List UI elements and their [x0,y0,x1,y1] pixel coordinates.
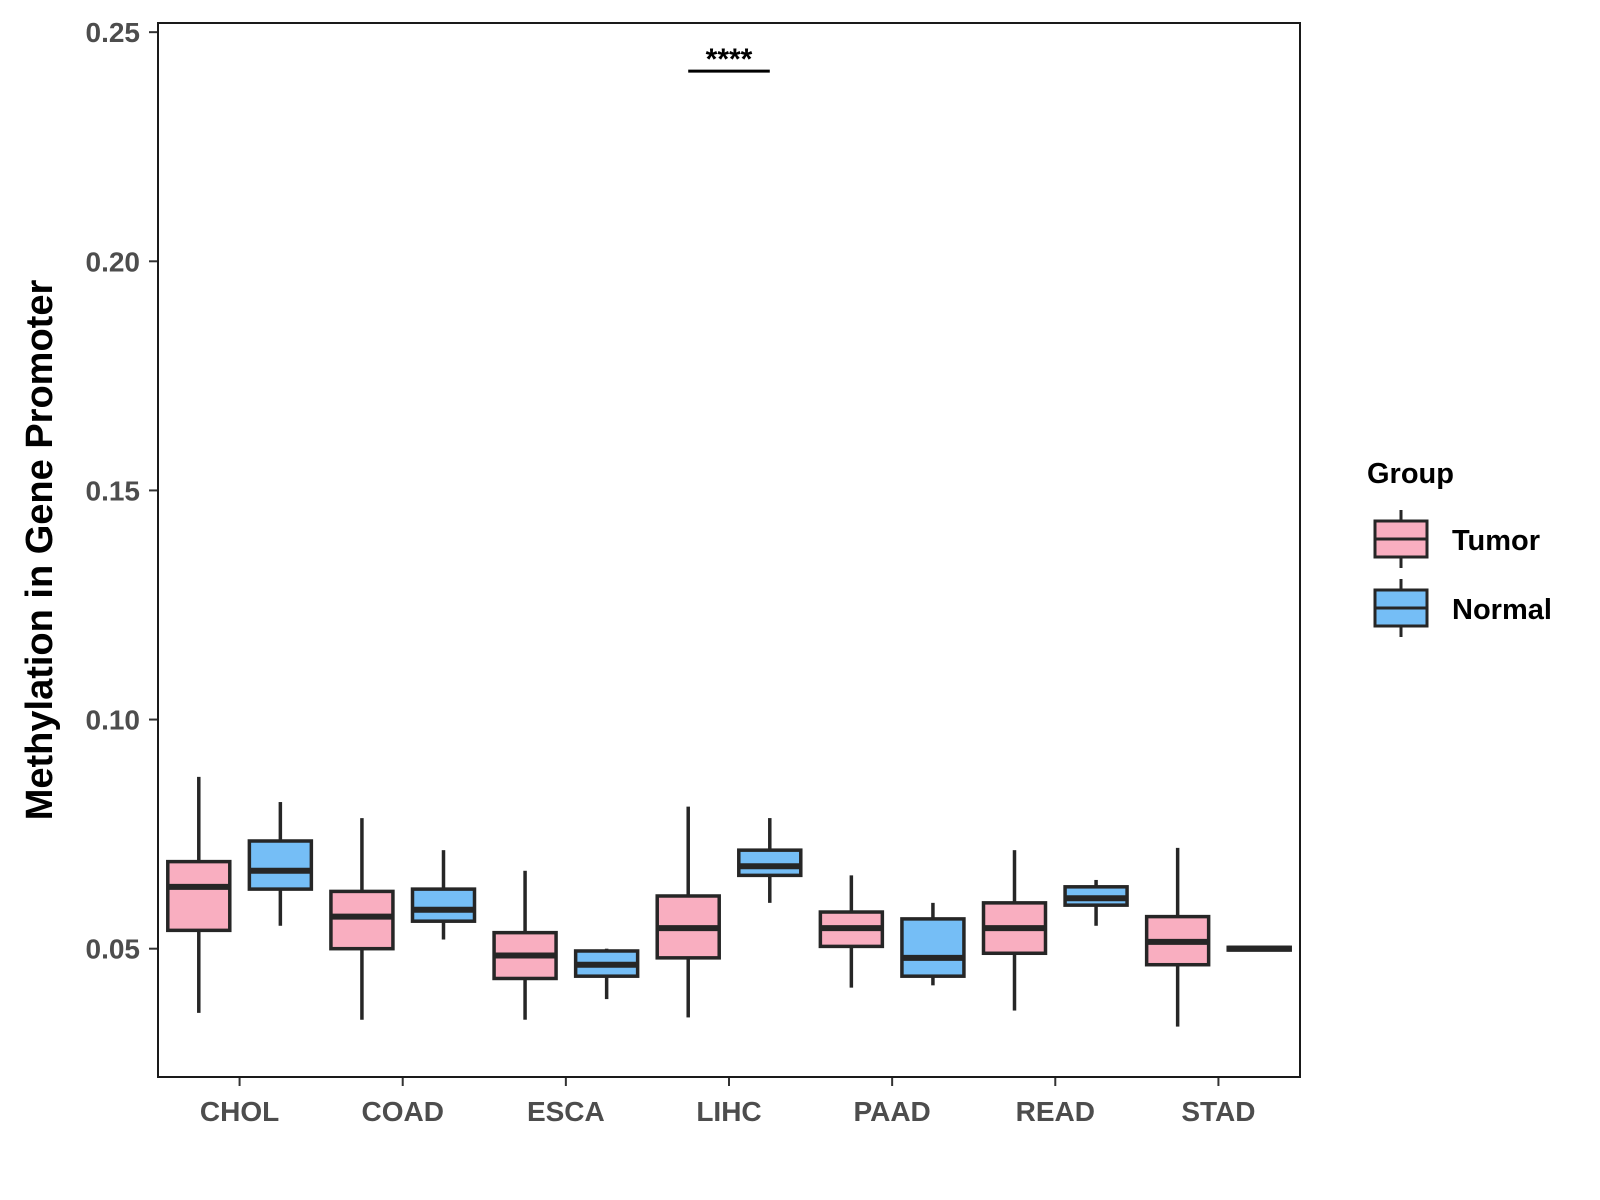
iqr-box-tumor-coad [329,889,395,951]
box-tumor-chol [166,776,232,1013]
box-tumor-esca [492,870,558,1020]
box-normal-coad [410,850,477,940]
y-tick-label-0.15: 0.15 [86,475,141,506]
plot-panel-border [157,22,1301,1078]
x-tick-label-coad: COAD [361,1096,443,1127]
y-tick-label-0.20: 0.20 [86,246,141,277]
x-tick-label-esca: ESCA [527,1096,605,1127]
y-tick-label-0.10: 0.10 [86,705,141,736]
box-normal-stad [1226,945,1292,952]
box-normal-lihc [737,818,803,903]
x-tick-label-chol: CHOL [200,1096,279,1127]
box-normal-esca [573,948,640,1000]
y-axis: 0.05 0.10 0.15 0.20 0.25 [86,17,158,965]
box-tumor-paad [818,875,885,988]
legend-title: Group [1367,458,1454,490]
y-tick-label-0.05: 0.05 [86,934,141,965]
legend-label-tumor: Tumor [1452,525,1540,557]
legend-key-tumor: Tumor [1373,510,1540,568]
box-normal-chol [247,802,314,926]
y-tick-label-0.25: 0.25 [86,17,141,48]
x-axis: CHOL COAD ESCA LIHC PAAD READ STAD [200,1077,1256,1127]
legend-key-normal: Normal [1373,579,1552,637]
y-axis-title: Methylation in Gene Promoter [19,280,61,821]
box-tumor-lihc [655,806,721,1018]
iqr-box-tumor-chol [166,859,232,933]
x-tick-label-lihc: LIHC [696,1096,761,1127]
x-tick-label-stad: STAD [1181,1096,1255,1127]
legend: Group Tumor Normal [1367,458,1552,637]
iqr-box-normal-lihc [737,848,803,878]
iqr-box-normal-paad [900,917,966,978]
iqr-box-normal-chol [247,839,314,891]
box-tumor-stad [1144,847,1211,1027]
box-tumor-coad [329,818,395,1020]
significance-label-lihc: **** [706,43,753,76]
significance-annotations: **** [688,43,770,76]
iqr-box-normal-coad [410,887,477,923]
legend-label-normal: Normal [1452,594,1552,626]
x-tick-label-read: READ [1016,1096,1095,1127]
x-tick-label-paad: PAAD [854,1096,931,1127]
box-series [166,776,1292,1027]
box-normal-paad [900,902,966,986]
box-tumor-read [981,850,1048,1011]
box-normal-read [1063,879,1129,926]
